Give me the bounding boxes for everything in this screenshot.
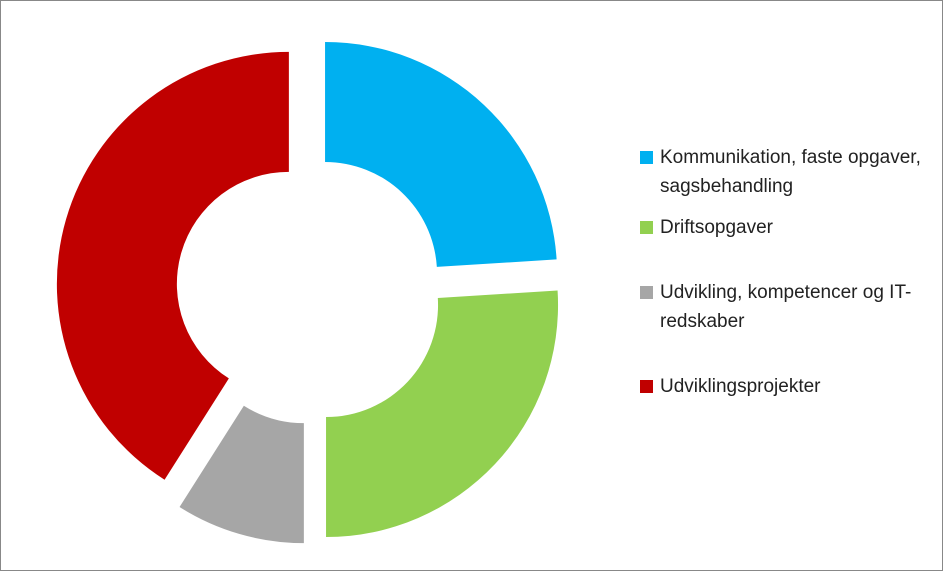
donut-segment (179, 405, 304, 544)
donut-segment (326, 290, 559, 538)
donut-segment (325, 41, 557, 267)
legend-label: Kommunikation, faste opgaver, sagsbehand… (660, 147, 921, 197)
legend-label: Udvikling, kompetencer og IT- redskaber (660, 282, 912, 332)
legend-item: Kommunikation, faste opgaver, sagsbehand… (640, 143, 930, 201)
legend-swatch (640, 286, 653, 299)
donut-segment (56, 51, 289, 480)
legend-swatch (640, 380, 653, 393)
legend: Kommunikation, faste opgaver, sagsbehand… (640, 143, 930, 401)
legend-item: Udviklingsprojekter (640, 372, 930, 401)
legend-swatch (640, 221, 653, 234)
legend-item: Driftsopgaver (640, 213, 930, 242)
legend-item: Udvikling, kompetencer og IT- redskaber (640, 278, 930, 336)
legend-label: Udviklingsprojekter (660, 376, 821, 397)
legend-label: Driftsopgaver (660, 217, 773, 238)
legend-swatch (640, 151, 653, 164)
